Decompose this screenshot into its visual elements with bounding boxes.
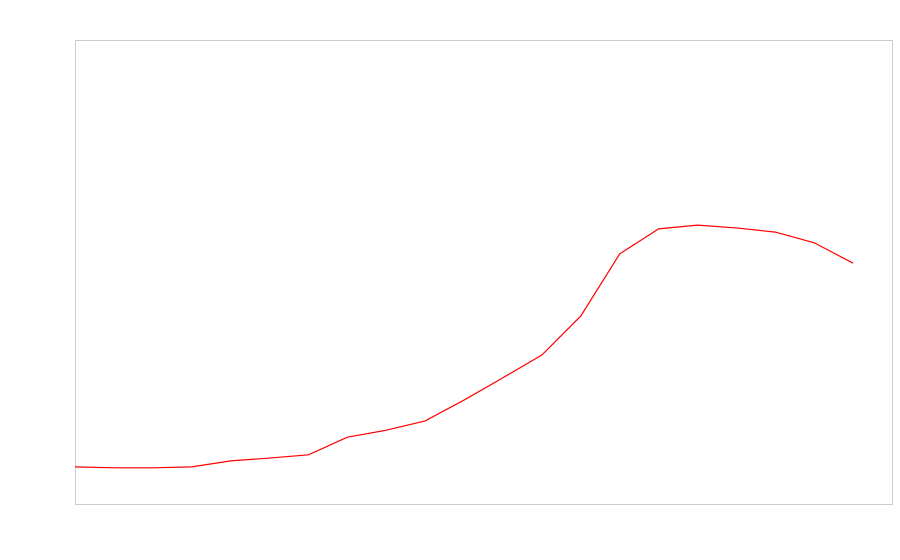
data-line [74, 224, 854, 469]
plot-frame [75, 40, 893, 505]
